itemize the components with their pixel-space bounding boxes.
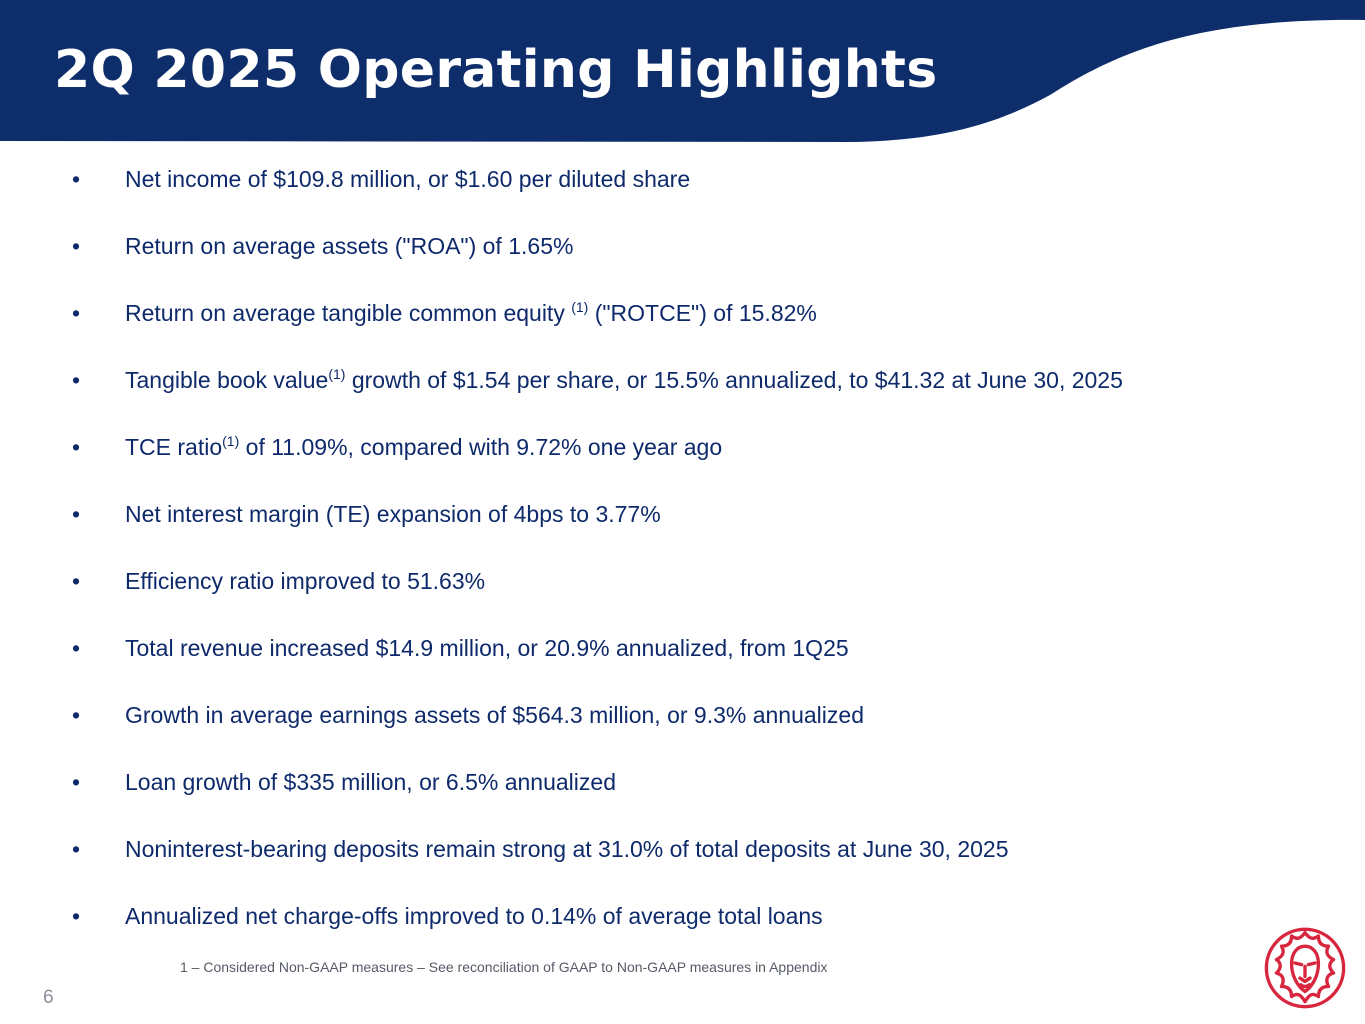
header-banner xyxy=(0,0,1365,142)
bullet-text: Tangible book value(1) growth of $1.54 p… xyxy=(125,360,1123,400)
page-number: 6 xyxy=(43,987,54,1008)
bullet-net-income: • Net income of $109.8 million, or $1.60… xyxy=(0,159,1300,199)
bullet-rotce: • Return on average tangible common equi… xyxy=(0,293,1300,333)
bullet-marker: • xyxy=(72,568,81,594)
footnote-ref: (1) xyxy=(222,433,240,449)
bullet-efficiency-ratio: • Efficiency ratio improved to 51.63% xyxy=(0,561,1300,601)
bullet-tce-ratio: • TCE ratio(1) of 11.09%, compared with … xyxy=(0,427,1300,467)
bullet-marker: • xyxy=(72,903,81,929)
bullet-text-post: growth of $1.54 per share, or 15.5% annu… xyxy=(345,367,1123,393)
bullet-marker: • xyxy=(72,769,81,795)
bullet-marker: • xyxy=(72,434,81,460)
bullet-loan-growth: • Loan growth of $335 million, or 6.5% a… xyxy=(0,762,1300,802)
bullet-text: Growth in average earnings assets of $56… xyxy=(125,702,864,728)
bullet-text: Efficiency ratio improved to 51.63% xyxy=(125,568,486,594)
bullet-marker: • xyxy=(72,233,81,259)
bullet-text: Return on average tangible common equity… xyxy=(125,293,817,333)
bullet-net-interest-margin: • Net interest margin (TE) expansion of … xyxy=(0,494,1300,534)
bullet-text-post: of 11.09%, compared with 9.72% one year … xyxy=(239,434,723,460)
bullet-marker: • xyxy=(72,635,81,661)
bullet-tangible-book-value: • Tangible book value(1) growth of $1.54… xyxy=(0,360,1300,400)
bullet-text-pre: TCE ratio xyxy=(125,434,223,460)
footnote: 1 – Considered Non-GAAP measures – See r… xyxy=(180,959,828,975)
footnote-ref: (1) xyxy=(328,366,346,382)
bullet-marker: • xyxy=(72,702,81,728)
bullet-marker: • xyxy=(72,367,81,393)
bullet-charge-offs: • Annualized net charge-offs improved to… xyxy=(0,896,1300,936)
bullet-text-pre: Tangible book value xyxy=(125,367,329,393)
bullet-text: Annualized net charge-offs improved to 0… xyxy=(125,903,823,929)
bullet-text: Net income of $109.8 million, or $1.60 p… xyxy=(125,166,691,192)
bullet-marker: • xyxy=(72,166,81,192)
bullet-text: Total revenue increased $14.9 million, o… xyxy=(125,635,849,661)
slide-title: 2Q 2025 Operating Highlights xyxy=(54,40,938,100)
bullet-earning-assets: • Growth in average earnings assets of $… xyxy=(0,695,1300,735)
bullet-text-pre: Return on average tangible common equity xyxy=(125,300,572,326)
bullet-text-post: ("ROTCE") of 15.82% xyxy=(588,300,817,326)
bullet-marker: • xyxy=(72,300,81,326)
bullet-deposits: • Noninterest-bearing deposits remain st… xyxy=(0,829,1300,869)
bullet-marker: • xyxy=(72,836,81,862)
bullet-text: Return on average assets ("ROA") of 1.65… xyxy=(125,233,574,259)
bullet-text: Noninterest-bearing deposits remain stro… xyxy=(125,836,1009,862)
bullet-marker: • xyxy=(72,501,81,527)
bullet-text: Net interest margin (TE) expansion of 4b… xyxy=(125,501,661,527)
bullet-roa: • Return on average assets ("ROA") of 1.… xyxy=(0,226,1300,266)
bullet-total-revenue: • Total revenue increased $14.9 million,… xyxy=(0,628,1300,668)
bullet-text: TCE ratio(1) of 11.09%, compared with 9.… xyxy=(125,427,722,467)
lion-head-icon xyxy=(1264,927,1346,1009)
footnote-ref: (1) xyxy=(571,299,589,315)
bullet-text: Loan growth of $335 million, or 6.5% ann… xyxy=(125,769,616,795)
